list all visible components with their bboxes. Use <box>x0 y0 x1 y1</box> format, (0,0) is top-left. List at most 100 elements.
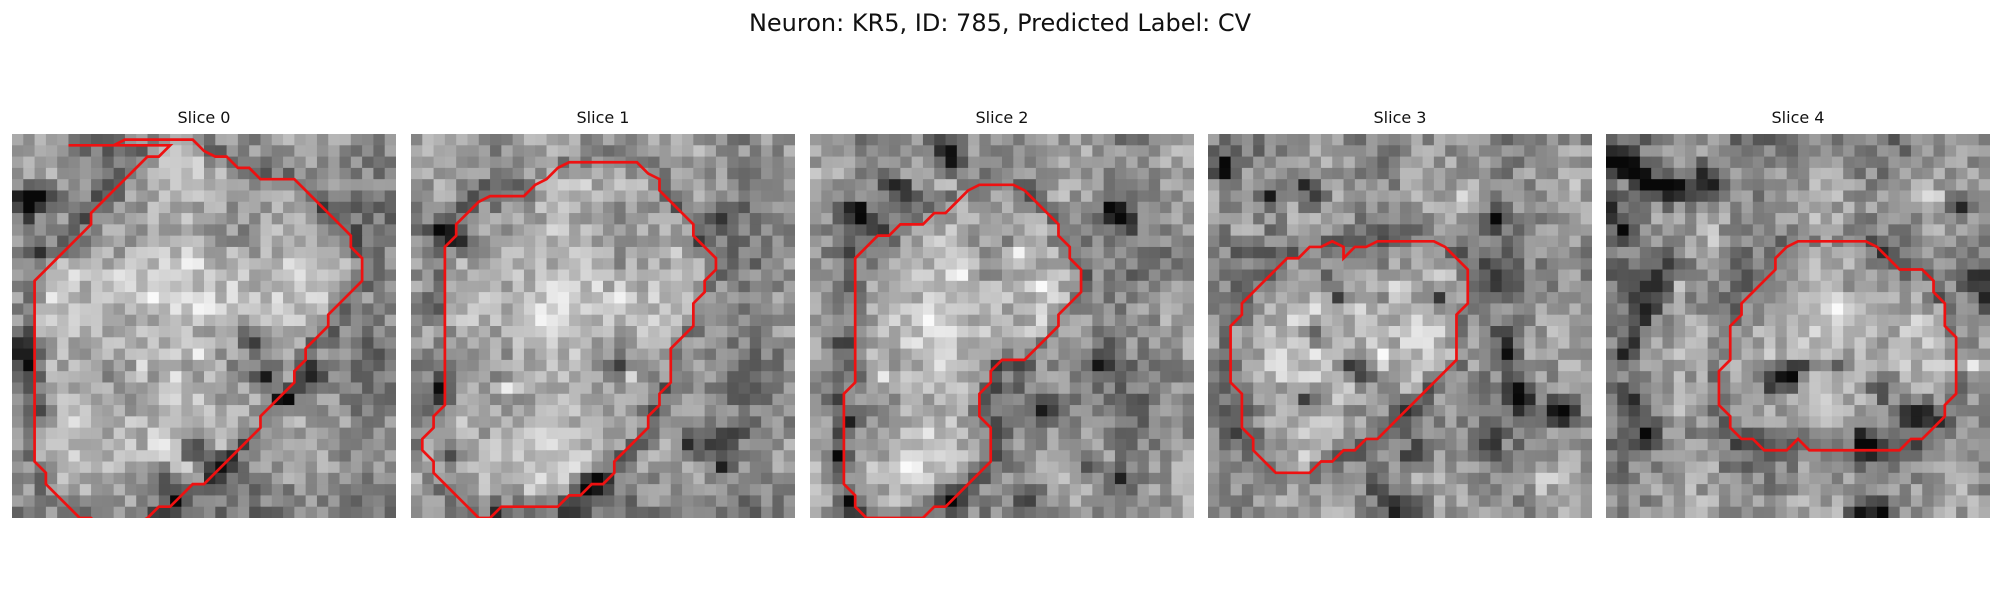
image-pixel <box>1388 167 1401 180</box>
image-pixel <box>772 269 785 282</box>
image-pixel <box>1126 450 1138 462</box>
image-pixel <box>1535 371 1548 383</box>
image-pixel <box>1024 359 1037 372</box>
image-pixel <box>1219 326 1232 338</box>
image-pixel <box>704 405 717 417</box>
image-pixel <box>373 337 386 350</box>
image-pixel <box>12 405 24 417</box>
image-pixel <box>922 416 935 429</box>
image-pixel <box>1865 167 1878 180</box>
image-pixel <box>1208 506 1220 518</box>
image-pixel <box>1388 314 1401 327</box>
image-pixel <box>91 348 103 361</box>
image-pixel <box>1103 337 1116 350</box>
image-pixel <box>934 303 946 316</box>
image-pixel <box>682 405 694 417</box>
image-pixel <box>945 167 958 180</box>
image-pixel <box>478 461 491 474</box>
image-pixel <box>1366 145 1378 158</box>
image-pixel <box>1956 134 1968 146</box>
image-pixel <box>832 472 845 485</box>
image-pixel <box>113 280 126 293</box>
image-pixel <box>490 179 502 191</box>
image-pixel <box>512 292 525 304</box>
image-pixel <box>1137 461 1150 474</box>
image-pixel <box>1171 179 1184 191</box>
image-pixel <box>1685 156 1697 169</box>
image-pixel <box>1332 472 1344 485</box>
image-pixel <box>1535 495 1548 508</box>
image-pixel <box>866 359 879 372</box>
image-pixel <box>911 269 924 282</box>
image-pixel <box>580 213 593 225</box>
image-pixel <box>1171 472 1184 485</box>
image-pixel <box>1230 495 1243 508</box>
image-pixel <box>1445 258 1457 270</box>
image-pixel <box>1535 348 1548 361</box>
image-pixel <box>192 167 205 180</box>
image-pixel <box>945 258 958 270</box>
image-pixel <box>783 337 795 350</box>
image-pixel <box>1798 213 1810 225</box>
image-pixel <box>1182 348 1194 361</box>
image-pixel <box>362 179 374 191</box>
image-pixel <box>1114 405 1127 417</box>
image-pixel <box>1024 472 1037 485</box>
image-pixel <box>1081 359 1093 372</box>
image-pixel <box>1013 405 1026 417</box>
image-pixel <box>1137 280 1150 293</box>
image-pixel <box>1978 190 1990 203</box>
image-pixel <box>170 303 182 316</box>
image-pixel <box>1580 280 1592 293</box>
image-pixel <box>1137 213 1150 225</box>
image-pixel <box>1126 269 1138 282</box>
image-pixel <box>535 145 547 158</box>
image-pixel <box>1558 484 1570 496</box>
image-pixel <box>727 224 739 237</box>
image-pixel <box>1944 145 1957 158</box>
image-pixel <box>34 393 47 406</box>
image-pixel <box>1024 258 1037 270</box>
image-pixel <box>855 224 867 237</box>
image-pixel <box>12 326 24 338</box>
image-pixel <box>124 213 137 225</box>
image-pixel <box>1535 337 1548 350</box>
image-pixel <box>1696 190 1709 203</box>
image-pixel <box>922 359 935 372</box>
image-pixel <box>1764 213 1776 225</box>
image-pixel <box>693 167 706 180</box>
image-pixel <box>305 246 318 259</box>
image-pixel <box>1309 337 1322 350</box>
image-pixel <box>1114 495 1127 508</box>
image-pixel <box>956 416 969 429</box>
image-pixel <box>1445 438 1457 451</box>
image-pixel <box>1967 167 1980 180</box>
image-pixel <box>1411 145 1424 158</box>
image-pixel <box>422 145 435 158</box>
image-pixel <box>945 405 958 417</box>
image-pixel <box>271 416 284 429</box>
image-pixel <box>1558 145 1570 158</box>
image-pixel <box>693 201 706 214</box>
image-pixel <box>535 134 547 146</box>
image-pixel <box>1467 337 1480 350</box>
image-pixel <box>569 416 581 429</box>
image-pixel <box>1171 269 1184 282</box>
image-pixel <box>373 348 386 361</box>
image-pixel <box>979 258 992 270</box>
image-pixel <box>1287 326 1299 338</box>
image-pixel <box>170 292 182 304</box>
image-pixel <box>23 416 36 429</box>
image-pixel <box>1956 190 1968 203</box>
image-pixel <box>237 167 250 180</box>
image-pixel <box>260 427 273 440</box>
image-pixel <box>113 258 126 270</box>
image-pixel <box>1126 359 1138 372</box>
image-pixel <box>350 145 363 158</box>
image-pixel <box>1546 190 1559 203</box>
image-pixel <box>1241 393 1254 406</box>
image-pixel <box>1332 326 1344 338</box>
image-pixel <box>911 303 924 316</box>
image-pixel <box>316 484 329 496</box>
image-pixel <box>911 371 924 383</box>
